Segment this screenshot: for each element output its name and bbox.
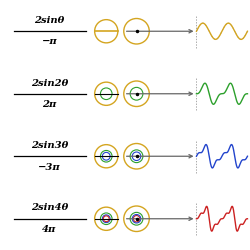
Text: 2sin3θ: 2sin3θ <box>31 141 68 150</box>
Text: 2π: 2π <box>42 100 57 109</box>
Text: 2sin2θ: 2sin2θ <box>31 78 68 88</box>
Text: −3π: −3π <box>38 162 61 172</box>
Text: −π: −π <box>42 38 58 46</box>
Text: 2sin4θ: 2sin4θ <box>31 204 68 212</box>
Text: 2sinθ: 2sinθ <box>34 16 64 25</box>
Text: 4π: 4π <box>42 225 57 234</box>
